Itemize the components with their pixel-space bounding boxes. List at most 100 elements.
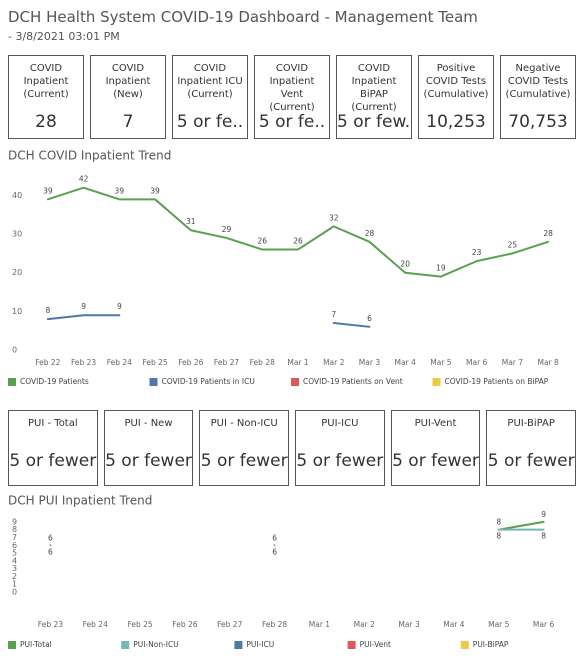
data-label: 8 [496, 532, 501, 541]
data-label: 8 [496, 518, 501, 527]
x-tick-label: Feb 28 [262, 620, 287, 629]
x-tick-label: Mar 5 [430, 358, 452, 367]
kpi-value: 5 or few.. [337, 112, 411, 132]
y-tick-label: 30 [12, 230, 22, 239]
kpi-value: 5 or fe.. [258, 112, 326, 132]
legend-swatch [8, 378, 16, 386]
x-tick-label: Mar 4 [443, 620, 465, 629]
data-label: 28 [543, 229, 553, 238]
x-tick-label: Mar 6 [466, 358, 488, 367]
kpi-card: PUI-ICU 5 or fewer [295, 410, 385, 486]
x-tick-label: Feb 26 [172, 620, 197, 629]
kpi-card: COVID Inpatient (Current) 28 [8, 55, 84, 139]
x-tick-label: Feb 27 [217, 620, 242, 629]
kpi-title: PUI-BiPAP [507, 418, 555, 429]
x-tick-label: Mar 5 [488, 620, 510, 629]
kpi-title: COVID Inpatient Vent (Current) [269, 63, 315, 113]
kpi-card: Negative COVID Tests (Cumulative) 70,753 [500, 55, 576, 139]
x-tick-label: Feb 28 [250, 358, 275, 367]
data-label: 9 [117, 302, 122, 311]
kpi-value: 70,753 [508, 112, 568, 132]
data-label: 6 [367, 314, 372, 323]
y-tick-label: 5 [12, 549, 17, 558]
data-label: 23 [472, 248, 482, 257]
legend-label: COVID-19 Patients on BiPAP [445, 377, 549, 386]
x-tick-label: Mar 3 [398, 620, 420, 629]
kpi-value: 7 [122, 112, 134, 132]
x-tick-label: Mar 2 [323, 358, 345, 367]
data-label: 25 [508, 240, 518, 249]
kpi-title: COVID Inpatient ICU (Current) [177, 63, 243, 100]
x-tick-label: Mar 8 [537, 358, 559, 367]
data-label: 39 [43, 186, 53, 195]
data-label: 6 [48, 547, 53, 556]
data-label: 6 [272, 533, 277, 542]
series-line [49, 528, 545, 547]
chart-title: DCH COVID Inpatient Trend [8, 149, 171, 163]
x-tick-label: Feb 25 [127, 620, 152, 629]
legend-swatch [291, 378, 299, 386]
y-tick-label: 6 [12, 541, 17, 550]
kpi-value: 5 or fewer [105, 451, 192, 471]
legend-label: PUI-Vent [360, 640, 391, 649]
legend-swatch [234, 641, 243, 649]
kpi-title: Negative COVID Tests (Cumulative) [505, 63, 571, 100]
kpi-card: PUI - New 5 or fewer [103, 410, 194, 486]
x-tick-label: Feb 26 [178, 358, 203, 367]
y-tick-label: 9 [12, 517, 17, 526]
kpi-card: PUI-BiPAP 5 or fewer [486, 410, 576, 486]
data-label: 6 [48, 533, 53, 542]
y-tick-label: 0 [12, 588, 17, 597]
kpi-value: 5 or fe.. [176, 112, 244, 132]
x-tick-label: Feb 22 [35, 358, 60, 367]
chart-title: DCH PUI Inpatient Trend [8, 494, 152, 508]
y-tick-label: 4 [12, 556, 17, 565]
kpi-card: PUI-Vent 5 or fewer [390, 410, 481, 486]
legend-label: PUI-Non-ICU [133, 640, 179, 649]
kpi-title: PUI - New [124, 418, 173, 429]
kpi-value: 5 or fewer [9, 451, 97, 471]
legend-label: PUI-BiPAP [473, 640, 509, 649]
legend-swatch [8, 641, 16, 649]
kpi-title: PUI-Vent [414, 418, 457, 429]
legend-label: PUI-ICU [246, 640, 274, 649]
kpi-card: COVID Inpatient BiPAP (Current) 5 or few.… [336, 55, 412, 139]
y-tick-label: 10 [12, 307, 22, 316]
y-tick-label: 7 [12, 533, 17, 542]
y-tick-label: 3 [12, 564, 17, 573]
legend-label: COVID-19 Patients [20, 377, 89, 386]
legend-label: COVID-19 Patients in ICU [162, 377, 255, 386]
series-line [46, 186, 550, 278]
legend-swatch [432, 378, 441, 386]
data-label: 26 [293, 237, 303, 246]
kpi-card: COVID Inpatient ICU (Current) 5 or fe.. [172, 55, 248, 139]
data-label: 42 [79, 175, 89, 184]
kpi-title: PUI - Total [28, 418, 78, 429]
x-tick-label: Mar 3 [359, 358, 381, 367]
x-tick-label: Mar 6 [533, 620, 555, 629]
series-line [49, 520, 545, 547]
kpi-title: Positive COVID Tests (Cumulative) [423, 63, 489, 100]
legend-label: COVID-19 Patients on Vent [303, 377, 403, 386]
kpi-value: 5 or fewer [200, 451, 288, 471]
data-label: 9 [81, 302, 86, 311]
data-label: 8 [541, 532, 546, 541]
x-tick-label: Feb 23 [38, 620, 63, 629]
legend-label: PUI-Total [20, 640, 52, 649]
data-label: 31 [186, 217, 196, 226]
data-label: 39 [150, 186, 160, 195]
y-tick-label: 2 [12, 572, 17, 581]
y-tick-label: 0 [12, 346, 17, 355]
y-tick-label: 40 [12, 191, 22, 200]
series-line [46, 314, 371, 328]
timestamp: - 3/8/2021 03:01 PM [8, 30, 120, 43]
x-tick-label: Mar 1 [309, 620, 331, 629]
kpi-value: 5 or fewer [296, 451, 384, 471]
y-tick-label: 1 [12, 580, 17, 589]
x-tick-label: Mar 4 [395, 358, 417, 367]
kpi-title: COVID Inpatient BiPAP (Current) [351, 63, 397, 113]
data-label: 32 [329, 213, 339, 222]
data-label: 29 [222, 225, 232, 234]
x-tick-label: Mar 2 [354, 620, 376, 629]
